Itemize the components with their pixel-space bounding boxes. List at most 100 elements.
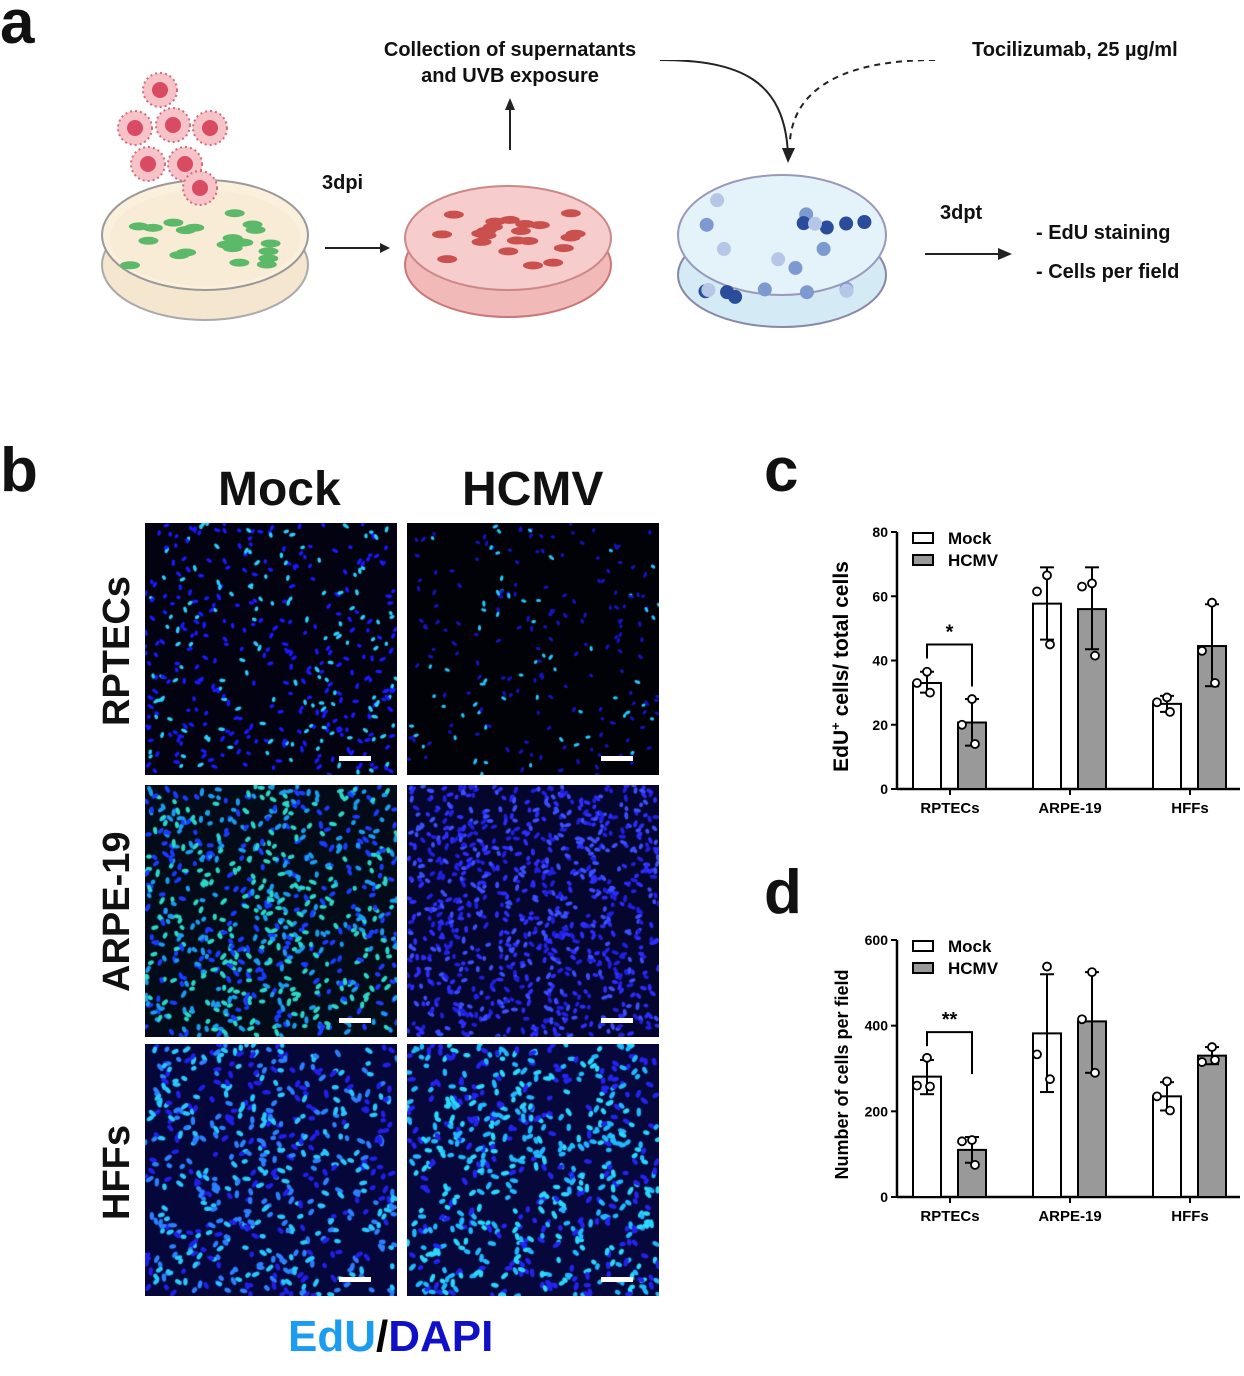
y-axis-label: EdU+ cells/ total cells <box>828 561 853 772</box>
data-point <box>1087 578 1097 589</box>
data-point <box>922 1052 932 1063</box>
scale-bar <box>601 1018 633 1023</box>
data-point <box>1197 645 1207 656</box>
row-header-arpe19: ARPE-19 <box>96 831 138 993</box>
virus-particles-icon <box>117 72 228 206</box>
legend-separator: / <box>376 1312 389 1361</box>
data-point <box>912 678 922 688</box>
panel-b-letter: b <box>0 436 38 505</box>
data-point <box>957 1136 967 1147</box>
significance-bracket <box>926 643 973 687</box>
scale-bar <box>339 1018 371 1023</box>
data-point <box>1152 697 1162 708</box>
data-point <box>1090 1067 1100 1078</box>
significance-label: ** <box>942 1009 958 1031</box>
chart-edu-fraction: 0 20 40 60 80 EdU+ cells/ total cells RPTECs AR… <box>828 524 1240 817</box>
column-header-hcmv: HCMV <box>462 463 604 516</box>
readout-edu: - EdU staining <box>1036 222 1171 244</box>
dashed-arrow-icon <box>789 60 936 141</box>
data-point <box>1042 961 1052 972</box>
data-point <box>912 1080 922 1091</box>
stain-legend: EdU/DAPI <box>288 1312 493 1362</box>
legend-swatch-mock <box>912 532 934 544</box>
bar-mock-hffs <box>1152 702 1182 790</box>
data-point <box>1090 650 1100 661</box>
workflow-diagram <box>101 60 1012 328</box>
data-point <box>1045 1074 1055 1085</box>
data-point <box>1165 706 1175 717</box>
data-point <box>1197 1057 1207 1067</box>
data-point <box>1152 1091 1162 1102</box>
data-point <box>925 1081 935 1092</box>
stained-cells-icon <box>698 193 872 304</box>
bar-hcmv-hffs <box>1197 1054 1227 1198</box>
y-tick-label: 80 <box>872 524 888 540</box>
row-header-hffs: HFFs <box>96 1125 138 1220</box>
x-tick-label: RPTECs <box>920 1208 979 1225</box>
legend-swatch-hcmv <box>912 962 934 974</box>
x-tick-label: RPTECs <box>920 800 979 817</box>
legend-edu: EdU <box>288 1312 376 1361</box>
legend-label-mock: Mock <box>948 937 992 956</box>
panel-d-letter: d <box>764 858 802 927</box>
petri-dish-treated <box>677 174 887 328</box>
micrograph-arpe19-mock <box>145 785 397 1037</box>
data-point <box>967 694 977 704</box>
y-tick-label: 0 <box>880 1189 888 1205</box>
data-point <box>1045 639 1055 650</box>
legend-label-hcmv: HCMV <box>948 959 999 978</box>
petri-dish-infected <box>101 179 309 321</box>
data-point <box>1165 1105 1175 1116</box>
data-point <box>1077 581 1087 592</box>
readout-cells: - Cells per field <box>1036 261 1180 283</box>
y-tick-label: 600 <box>865 932 889 948</box>
micrograph-hffs-hcmv <box>407 1044 659 1296</box>
infected-cells-icon <box>432 209 586 270</box>
bar-mock-rptecs <box>912 681 942 790</box>
step-3dpi-label: 3dpi <box>322 172 364 194</box>
legend-label-hcmv: HCMV <box>948 551 999 570</box>
row-header-rptecs: RPTECs <box>96 576 138 726</box>
data-point <box>970 739 980 749</box>
y-tick-label: 400 <box>865 1018 889 1034</box>
x-tick-label: HFFs <box>1171 1208 1209 1225</box>
panel-c-letter: c <box>764 436 799 505</box>
scale-bar <box>339 756 371 761</box>
data-point <box>1032 1049 1042 1060</box>
y-axis-label: Number of cells per field <box>832 969 852 1179</box>
bar-mock-rptecs <box>912 1075 942 1198</box>
collection-label: Collection of supernatants and UVB expos… <box>360 37 660 89</box>
fibroblast-cells-icon <box>120 209 281 270</box>
tocilizumab-label: Tocilizumab, 25 µg/ml <box>972 39 1178 61</box>
data-point <box>1207 1042 1217 1052</box>
y-tick-label: 0 <box>880 781 888 797</box>
data-point <box>1077 1014 1087 1025</box>
legend-swatch-hcmv <box>912 554 934 566</box>
significance-label: * <box>946 621 954 643</box>
scale-bar <box>601 1277 633 1282</box>
curved-arrow-icon <box>659 60 789 156</box>
data-point <box>1042 570 1052 581</box>
panel-a-letter: a <box>0 0 35 57</box>
y-tick-label: 20 <box>872 717 888 733</box>
data-point <box>1162 1076 1172 1087</box>
chart-cells-per-field: 0 200 400 600 Number of cells per field RPTEC… <box>832 932 1240 1225</box>
data-point <box>1087 967 1097 978</box>
data-point <box>922 666 932 677</box>
legend-dapi: DAPI <box>388 1312 494 1361</box>
data-point <box>925 687 935 698</box>
x-tick-label: ARPE-19 <box>1038 800 1101 817</box>
collection-label-line2: and UVB exposure <box>421 65 599 87</box>
y-tick-label: 200 <box>865 1103 889 1119</box>
data-point <box>970 1159 980 1170</box>
data-point <box>957 719 967 730</box>
y-tick-label: 60 <box>872 588 888 604</box>
legend-label-mock: Mock <box>948 529 992 548</box>
data-point <box>1210 678 1220 688</box>
significance-bracket <box>926 1031 973 1075</box>
micrograph-hffs-mock <box>145 1044 397 1296</box>
legend-swatch-mock <box>912 940 934 952</box>
micrograph-arpe19-hcmv <box>407 785 659 1037</box>
column-header-mock: Mock <box>218 463 341 516</box>
data-point <box>967 1135 977 1145</box>
